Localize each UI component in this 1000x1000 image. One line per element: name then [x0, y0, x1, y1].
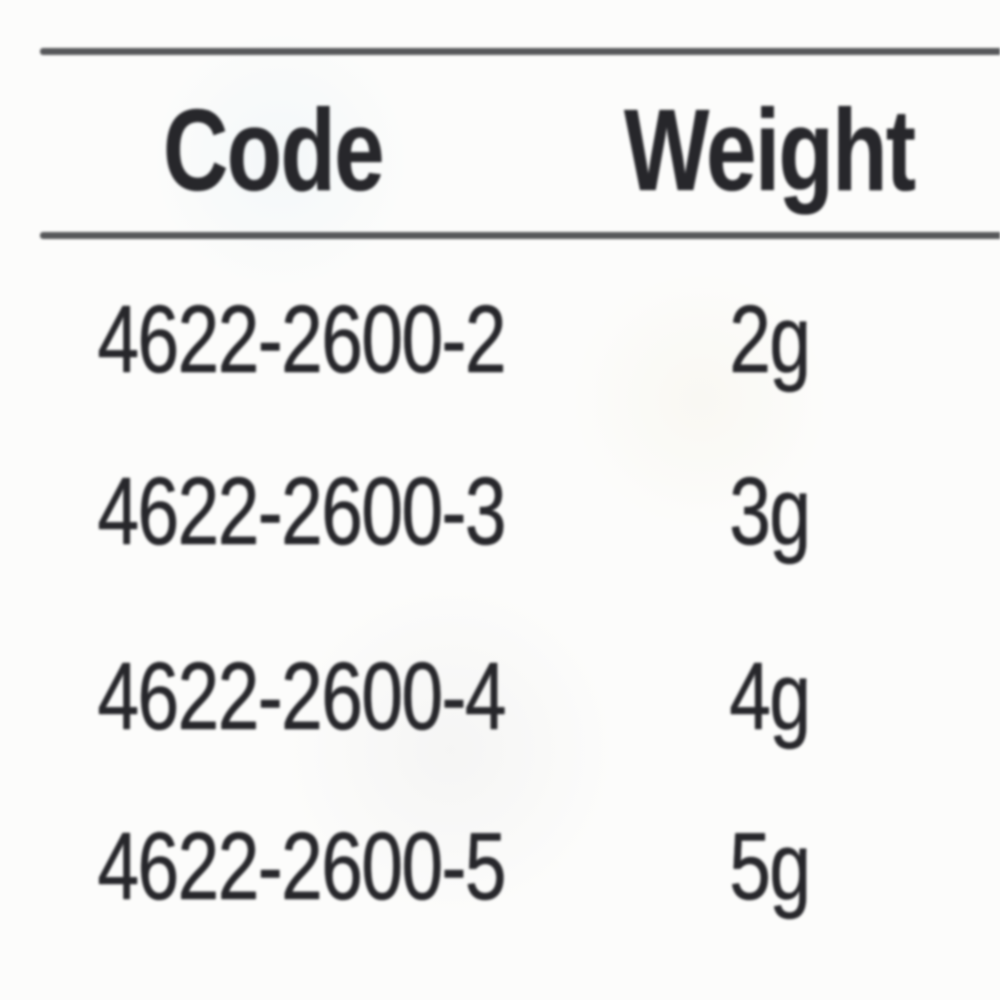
table-row: 4622-2600-4 4g [0, 637, 1000, 757]
code-value: 4622-2600-5 [97, 813, 506, 920]
column-header-code-cell: Code [40, 83, 505, 217]
table-header-separator-rule [40, 232, 1000, 239]
weight-value: 3g [728, 458, 811, 565]
code-cell: 4622-2600-2 [40, 285, 506, 395]
column-header-weight: Weight [623, 84, 916, 215]
weight-value: 2g [728, 286, 811, 393]
column-header-weight-cell: Weight [545, 83, 993, 217]
weight-cell: 5g [545, 812, 993, 922]
code-cell: 4622-2600-5 [40, 812, 506, 922]
weight-cell: 3g [545, 457, 993, 567]
code-cell: 4622-2600-4 [40, 642, 506, 752]
column-header-code: Code [162, 84, 385, 215]
weight-cell: 2g [545, 285, 993, 395]
code-value: 4622-2600-2 [97, 286, 506, 393]
code-value: 4622-2600-3 [97, 458, 506, 565]
code-value: 4622-2600-4 [97, 643, 506, 750]
table-row: 4622-2600-3 3g [0, 452, 1000, 572]
weight-value: 5g [728, 813, 811, 920]
weight-value: 4g [728, 643, 811, 750]
code-cell: 4622-2600-3 [40, 457, 506, 567]
weight-cell: 4g [545, 642, 993, 752]
table-row: 4622-2600-5 5g [0, 807, 1000, 927]
table-row: 4622-2600-2 2g [0, 280, 1000, 400]
table-header-row: Code Weight [0, 67, 1000, 232]
table-top-rule [40, 48, 1000, 55]
